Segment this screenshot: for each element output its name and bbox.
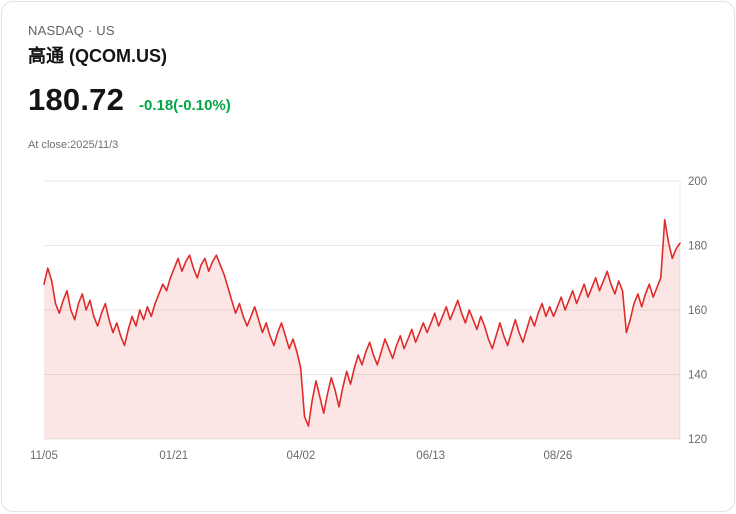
x-axis-label: 04/02	[287, 450, 316, 462]
x-axis-label: 01/21	[159, 450, 188, 462]
price-chart[interactable]: 120 140 160 180 200 11/05 01/21 04/02 06/13 08/26	[2, 169, 734, 499]
quote-header: NASDAQ · US 高通 (QCOM.US) 180.72 -0.18(-0…	[2, 24, 734, 151]
price-line	[43, 218, 681, 427]
y-axis-label: 120	[688, 434, 707, 446]
y-axis-label: 200	[688, 176, 707, 188]
y-axis-label: 140	[688, 369, 707, 381]
price-change: -0.18(-0.10%)	[139, 96, 231, 114]
x-axis-label: 08/26	[543, 450, 572, 462]
price-area-fill	[44, 219, 680, 439]
exchange-label: NASDAQ · US	[28, 23, 115, 38]
last-price: 180.72	[28, 81, 125, 117]
x-axis-label: 06/13	[416, 450, 445, 462]
stock-title: 高通 (QCOM.US)	[28, 46, 167, 66]
y-axis-label: 160	[688, 305, 707, 317]
x-axis-label: 11/05	[30, 450, 58, 462]
y-axis-label: 180	[688, 240, 707, 252]
price-chart-svg[interactable]: 120 140 160 180 200 11/05 01/21 04/02 06/13 08/26	[2, 169, 735, 499]
price-row: 180.72 -0.18(-0.10%)	[28, 84, 708, 115]
close-time-label: At close:2025/11/3	[28, 138, 119, 151]
